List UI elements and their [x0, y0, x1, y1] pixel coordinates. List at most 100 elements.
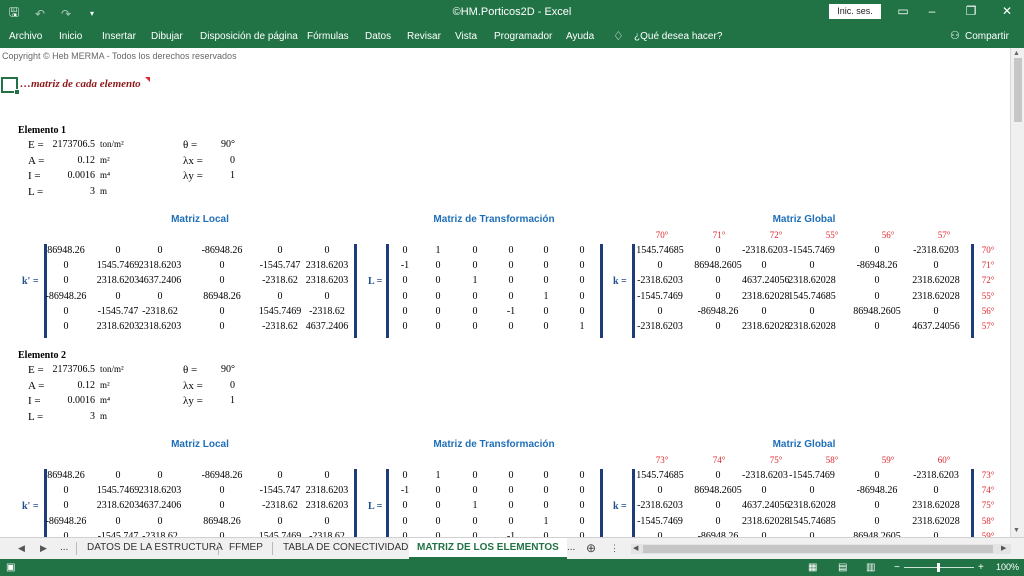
- element-title: Elemento 2: [18, 350, 67, 361]
- tab-split-icon[interactable]: ⋮: [610, 543, 619, 553]
- next-sheet-icon[interactable]: ▶: [40, 543, 47, 553]
- matrix-global-cell: 0: [874, 290, 880, 302]
- tab-ayuda[interactable]: Ayuda: [566, 31, 595, 42]
- page-layout-icon[interactable]: ▤: [838, 562, 848, 573]
- matrix-global-cell: 0: [933, 530, 939, 537]
- matrix-local-cell: 2318.6203: [96, 321, 140, 332]
- matrix-local-cell: -2318.62: [262, 500, 298, 512]
- matrix-transform-cell: 0: [402, 275, 408, 287]
- sheet-tab-matriz[interactable]: MATRIZ DE LOS ELEMENTOS: [409, 538, 567, 559]
- normal-view-icon[interactable]: ▦: [808, 562, 818, 573]
- scroll-down-icon[interactable]: ▼: [1013, 527, 1020, 534]
- matrix-transform-cell: 0: [508, 260, 514, 272]
- matrix-transform-cell: 0: [402, 321, 408, 332]
- prop-value-I: 0.0016: [67, 395, 96, 406]
- zoom-in-button[interactable]: +: [978, 562, 984, 573]
- tab-revisar[interactable]: Revisar: [407, 31, 441, 42]
- matrix-global-cell: -2318.6203: [913, 245, 959, 256]
- comment-indicator[interactable]: [145, 77, 150, 82]
- tab-programador[interactable]: Programador: [494, 31, 553, 42]
- matrix-local-cell: 4637.2406: [138, 275, 182, 287]
- zoom-slider-knob[interactable]: [937, 563, 940, 572]
- minimize-icon[interactable]: –: [928, 4, 936, 18]
- matrix-local-cell: 0: [324, 245, 330, 256]
- tab-formulas[interactable]: Fórmulas: [307, 31, 349, 42]
- matrix-global-cell: 86948.2605: [853, 530, 901, 537]
- matrix-local-cell: -1545.747: [97, 530, 139, 537]
- matrix-local-cell: -2318.62: [142, 530, 178, 537]
- matrix-local-cell: 2318.6203: [305, 260, 349, 272]
- matrix-transform-cell: 0: [543, 245, 549, 256]
- prop-label-lx: λx =: [183, 379, 203, 392]
- matrix-transform-cell: 0: [579, 485, 585, 497]
- tab-inicio[interactable]: Inicio: [59, 31, 83, 42]
- tab-divider: [76, 542, 77, 555]
- matrix-transform-cell: 0: [508, 245, 514, 256]
- prop-label-A: A =: [28, 154, 45, 167]
- matrix-transform-cell: 0: [579, 290, 585, 302]
- prev-sheet-icon[interactable]: ◀: [18, 543, 25, 553]
- matrix-local-cell: 0: [63, 275, 69, 287]
- close-icon[interactable]: ✕: [1001, 4, 1013, 18]
- sheet-tab-datos[interactable]: DATOS DE LA ESTRUCTURA: [87, 542, 223, 553]
- matrix-local-cell: 0: [219, 260, 225, 272]
- matrix-global-cell: -2318.6203: [637, 275, 683, 287]
- matrix-transform-cell: 0: [435, 485, 441, 497]
- vertical-scrollbar[interactable]: ▲ ▼: [1010, 48, 1024, 537]
- scroll-up-icon[interactable]: ▲: [1013, 50, 1020, 57]
- matrix-global-cell: 4637.24056: [742, 500, 790, 512]
- prop-value-I: 0.0016: [67, 170, 96, 181]
- matrix-local-cell: 0: [219, 500, 225, 512]
- hscroll-thumb[interactable]: [643, 545, 993, 553]
- matrix-transform-cell: 0: [579, 275, 585, 287]
- active-cell[interactable]: [1, 77, 20, 95]
- page-break-icon[interactable]: ▥: [866, 562, 876, 573]
- matrix-transform-cell: 0: [543, 530, 549, 537]
- matrix-transform-cell: 0: [579, 305, 585, 317]
- tab-datos[interactable]: Datos: [365, 31, 392, 42]
- scroll-left-icon[interactable]: ◀: [633, 545, 639, 552]
- zoom-level[interactable]: 100%: [996, 562, 1020, 572]
- matrix-transform-cell: 1: [579, 321, 585, 332]
- tab-insertar[interactable]: Insertar: [102, 31, 136, 42]
- zoom-out-button[interactable]: −: [894, 562, 900, 573]
- matrix-global-cell: 1545.74685: [788, 515, 836, 527]
- tab-disposicion[interactable]: Disposición de página: [200, 31, 298, 42]
- matrix-local-cell: 0: [63, 530, 69, 537]
- matrix-transform-cell: -1: [506, 530, 516, 537]
- sign-in-button[interactable]: Inic. ses.: [829, 4, 881, 19]
- scroll-thumb[interactable]: [1014, 58, 1022, 122]
- matrix-global-cell: 0: [809, 485, 815, 497]
- more-sheets-right[interactable]: ...: [567, 542, 576, 553]
- matrix-transform-cell: 1: [472, 275, 478, 287]
- redo-icon[interactable]: ↷: [60, 6, 72, 21]
- matrix-local-cell: 0: [63, 500, 69, 512]
- ribbon-display-icon[interactable]: ▭: [897, 4, 909, 18]
- save-icon[interactable]: 🖫: [8, 5, 20, 19]
- undo-icon[interactable]: ↶: [34, 6, 46, 21]
- tab-vista[interactable]: Vista: [455, 31, 478, 42]
- matrix-global-cell: 0: [874, 470, 880, 481]
- add-sheet-icon[interactable]: ⊕: [586, 541, 597, 555]
- matrix-global-cell: 2318.62028: [788, 321, 836, 332]
- matrix-local-cell: 0: [219, 305, 225, 317]
- horizontal-scrollbar[interactable]: ◀ ▶: [631, 544, 1011, 554]
- matrix-local-cell: 2318.6203: [96, 500, 140, 512]
- tell-me-box[interactable]: ¿Qué desea hacer?: [634, 31, 723, 42]
- tab-archivo[interactable]: Archivo: [9, 31, 43, 42]
- element-title: Elemento 1: [18, 125, 67, 136]
- worksheet[interactable]: Copyright © Heb MERMA - Todos los derech…: [0, 48, 1010, 537]
- customize-icon[interactable]: ▾: [89, 9, 94, 18]
- share-button[interactable]: Compartir: [965, 31, 1009, 42]
- matrix-local-cell: 4637.2406: [138, 500, 182, 512]
- macro-record-icon[interactable]: ▣: [6, 562, 16, 573]
- matrix-global-cell: 0: [874, 515, 880, 527]
- sheet-tab-ffmep[interactable]: FFMEP: [229, 542, 263, 553]
- matrix-global-cell: 0: [715, 290, 721, 302]
- more-sheets-left[interactable]: ...: [60, 542, 69, 553]
- scroll-right-icon[interactable]: ▶: [1001, 545, 1007, 552]
- matrix-transform-cell: -1: [400, 260, 410, 272]
- restore-icon[interactable]: ❐: [965, 4, 977, 18]
- sheet-tab-conectividad[interactable]: TABLA DE CONECTIVIDAD: [283, 542, 409, 553]
- tab-dibujar[interactable]: Dibujar: [151, 31, 183, 42]
